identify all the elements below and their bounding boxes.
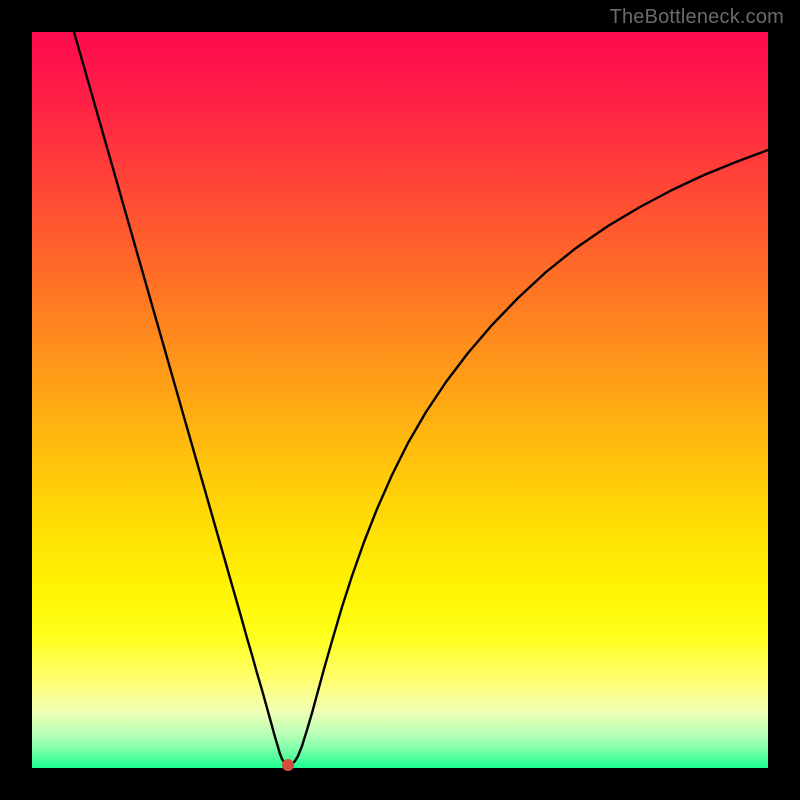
curve-path [74,32,768,765]
optimal-point-marker [282,759,294,771]
bottleneck-curve [32,32,768,768]
watermark-text: TheBottleneck.com [610,6,784,29]
plot-area [32,32,768,768]
